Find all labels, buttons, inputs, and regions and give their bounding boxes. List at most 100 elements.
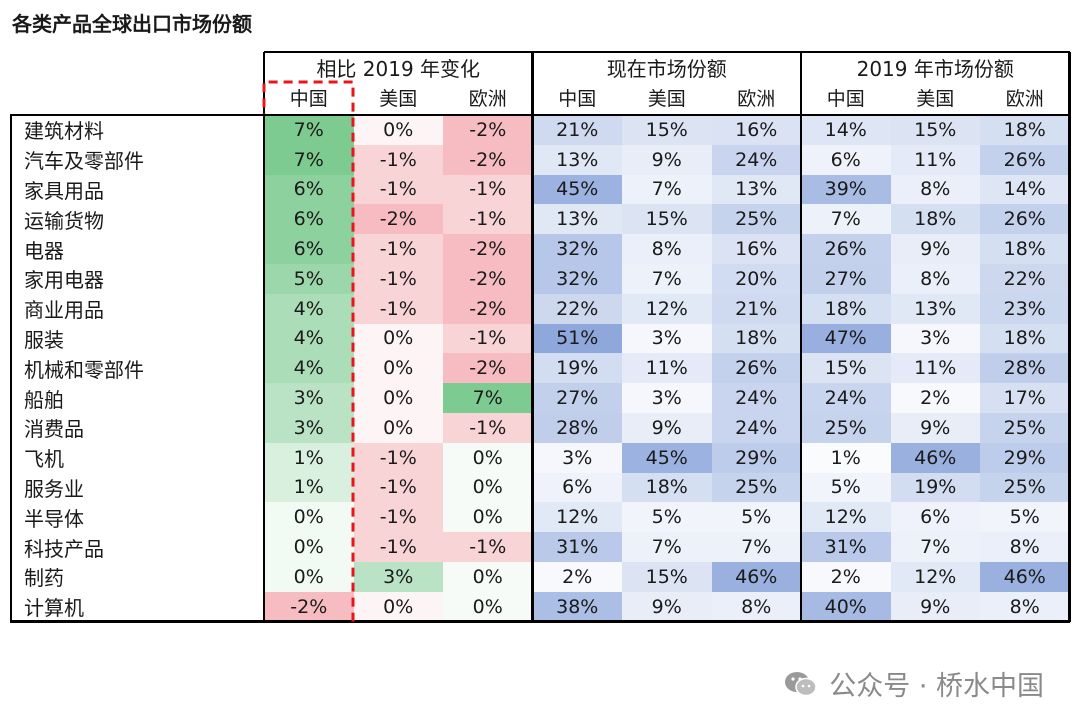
data-cell: 18% — [980, 115, 1070, 145]
row-label: 消费品 — [24, 417, 84, 442]
data-cell: 3% — [264, 383, 354, 413]
data-cell: 19% — [890, 472, 980, 503]
data-cell: 27% — [532, 383, 622, 413]
data-cell: 0% — [443, 472, 533, 503]
data-cell: 9% — [622, 413, 712, 443]
data-cell: -2% — [353, 204, 443, 235]
data-cell: 29% — [711, 442, 801, 473]
data-cell: 6% — [890, 502, 980, 533]
data-cell: 8% — [622, 234, 712, 264]
column-header: 欧洲 — [737, 87, 776, 110]
data-cell: 2% — [890, 383, 980, 413]
data-cell: 9% — [890, 413, 980, 443]
data-cell: 31% — [532, 532, 622, 562]
data-cell: -1% — [443, 413, 533, 443]
data-cell: 8% — [980, 591, 1070, 622]
data-cell: 12% — [890, 562, 980, 592]
data-cell: 4% — [264, 353, 354, 384]
data-cell: 8% — [890, 174, 980, 205]
row-label: 半导体 — [24, 506, 84, 531]
data-cell: -1% — [353, 502, 443, 533]
data-cell: 3% — [264, 413, 354, 443]
data-cell: 26% — [711, 353, 801, 384]
data-cell: 5% — [622, 502, 712, 533]
border-line — [262, 52, 266, 622]
data-cell: 3% — [622, 383, 712, 413]
market-share-table: 相比 2019 年变化 中国 美国 欧洲 现在市场份额 中国 美国 欧洲 2019 年市场份额中… — [10, 51, 1071, 623]
data-cell: 12% — [801, 502, 891, 533]
data-cell: 25% — [980, 413, 1070, 443]
watermark-text: 公众号 · 桥水中国 — [829, 671, 1044, 702]
data-cell: 15% — [801, 353, 891, 384]
data-cell: 22% — [980, 264, 1070, 294]
data-cell: 2% — [801, 562, 891, 592]
data-cell: -1% — [353, 442, 443, 473]
data-cell: 5% — [801, 472, 891, 503]
row-label: 电器 — [24, 238, 64, 263]
data-cell: 1% — [801, 442, 891, 473]
data-cell: 5% — [711, 502, 801, 533]
border-line — [531, 52, 534, 622]
data-cell: 39% — [801, 174, 891, 205]
chart-title: 各类产品全球出口市场份额 — [12, 12, 252, 36]
data-cell: 11% — [890, 353, 980, 384]
data-cell: 7% — [622, 174, 712, 205]
data-cell: 29% — [980, 442, 1070, 473]
row-label: 商业用品 — [24, 298, 104, 323]
row-label: 计算机 — [24, 596, 84, 621]
data-cell: -1% — [353, 293, 443, 324]
data-cell: -2% — [443, 115, 533, 145]
data-cell: 51% — [532, 323, 622, 354]
data-cell: -1% — [443, 174, 533, 205]
row-label: 家用电器 — [24, 268, 104, 293]
row-label: 家具用品 — [24, 178, 104, 203]
data-cell: 28% — [980, 353, 1070, 384]
data-cell: 25% — [711, 204, 801, 235]
data-cell: 1% — [264, 442, 354, 473]
data-cell: 26% — [801, 234, 891, 264]
data-cell: 0% — [353, 323, 443, 354]
data-cell: 4% — [264, 293, 354, 324]
data-cell: 21% — [532, 115, 622, 145]
border-line — [264, 51, 1070, 53]
data-cell: 25% — [980, 472, 1070, 503]
row-label: 服装 — [24, 327, 64, 352]
data-cell: 2% — [532, 562, 622, 592]
data-cell: 26% — [980, 204, 1070, 235]
row-label: 船舶 — [24, 387, 64, 412]
data-cell: 7% — [622, 532, 712, 562]
data-cell: 25% — [801, 413, 891, 443]
data-cell: 9% — [622, 144, 712, 175]
data-cell: 5% — [264, 264, 354, 294]
column-header: 中国 — [289, 87, 328, 110]
group-header: 2019 年市场份额 — [856, 56, 1014, 81]
row-label: 机械和零部件 — [24, 357, 144, 382]
data-cell: 6% — [532, 472, 622, 503]
data-cell: -1% — [443, 532, 533, 562]
data-cell: 18% — [622, 472, 712, 503]
data-cell: 9% — [890, 591, 980, 622]
data-cell: 11% — [622, 353, 712, 384]
data-cell: 8% — [890, 264, 980, 294]
data-cell: -1% — [443, 204, 533, 235]
data-cell: 16% — [711, 115, 801, 145]
border-line — [799, 52, 803, 622]
data-cell: 32% — [532, 234, 622, 264]
data-cell: -2% — [443, 353, 533, 384]
data-cell: 0% — [264, 532, 354, 562]
data-cell: 15% — [622, 204, 712, 235]
data-cell: 46% — [711, 562, 801, 592]
column-header: 美国 — [379, 87, 418, 110]
data-cell: 24% — [711, 413, 801, 443]
data-cell: 7% — [890, 532, 980, 562]
data-cell: 38% — [532, 591, 622, 622]
data-cell: 7% — [801, 204, 891, 235]
data-cell: 13% — [711, 174, 801, 205]
data-cell: -1% — [353, 234, 443, 264]
data-cell: 0% — [264, 502, 354, 533]
data-cell: 5% — [980, 502, 1070, 533]
data-cell: 13% — [890, 293, 980, 324]
data-cell: -1% — [353, 174, 443, 205]
data-cell: -2% — [443, 144, 533, 175]
column-header: 欧洲 — [1005, 87, 1044, 110]
